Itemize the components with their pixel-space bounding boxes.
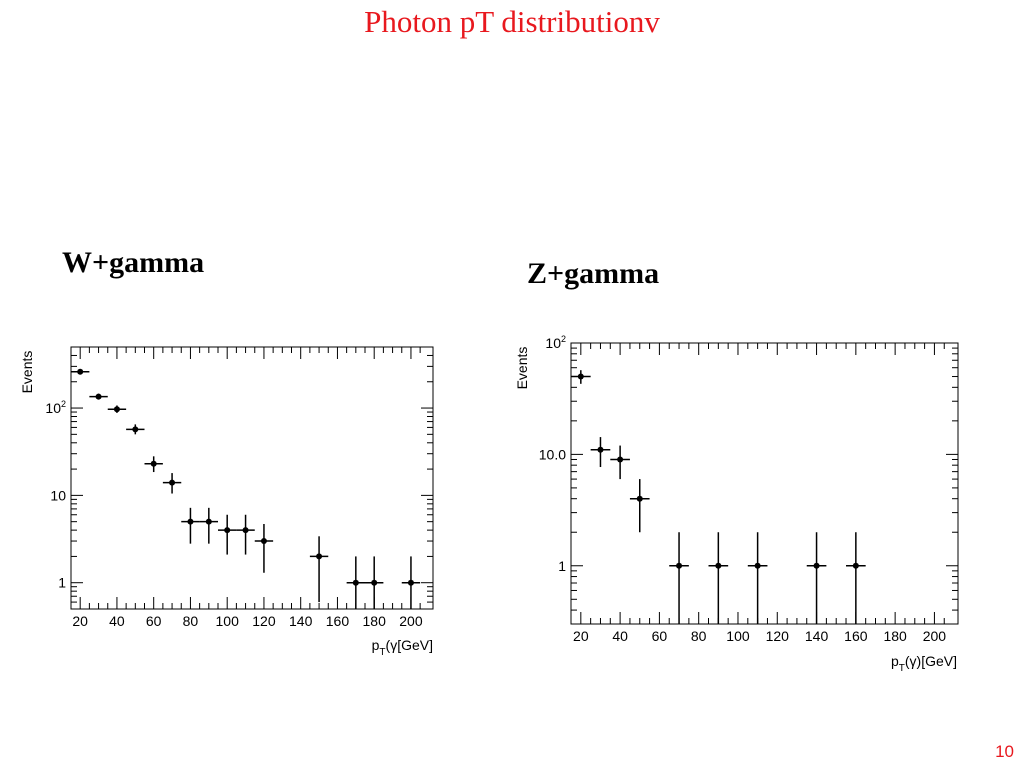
data-point — [187, 518, 194, 525]
x-tick-label: 180 — [883, 628, 907, 644]
data-point — [715, 562, 722, 569]
data-point — [205, 518, 212, 525]
data-point — [352, 579, 359, 586]
data-point — [224, 527, 231, 534]
x-tick-label: 80 — [183, 613, 199, 629]
data-point — [852, 562, 859, 569]
y-axis-label: Events — [19, 351, 35, 394]
plot-frame — [570, 342, 959, 625]
data-point — [407, 579, 414, 586]
data-point — [132, 426, 139, 433]
data-point — [754, 562, 761, 569]
y-axis-label: Events — [514, 347, 530, 390]
x-tick-label: 40 — [109, 613, 125, 629]
x-tick-label: 120 — [766, 628, 790, 644]
data-point — [597, 446, 604, 453]
plot-group: 20 40 60 80 100 120 140 160 180 200 1 10.0 102 Events… — [514, 334, 959, 674]
data-point — [95, 393, 102, 400]
x-tick-label: 140 — [805, 628, 829, 644]
data-point — [242, 527, 249, 534]
plot-frame — [70, 346, 434, 610]
x-tick-label: 20 — [72, 613, 88, 629]
x-axis-label: pT(γ[GeV] — [372, 637, 433, 658]
y-tick-label: 1 — [558, 558, 566, 574]
y-tick-label: 102 — [545, 334, 566, 351]
chart-title-w-gamma: W+gamma — [62, 246, 205, 279]
data-point — [150, 460, 157, 467]
data-point — [260, 538, 267, 545]
x-tick-label: 120 — [252, 613, 276, 629]
x-tick-label: 20 — [573, 628, 589, 644]
data-point — [113, 406, 120, 413]
data-point — [636, 495, 643, 502]
y-tick-label: 102 — [45, 399, 66, 416]
data-point — [77, 368, 84, 375]
x-tick-label: 100 — [726, 628, 750, 644]
y-tick-label: 1 — [58, 575, 66, 591]
x-tick-label: 80 — [691, 628, 707, 644]
slide-title: Photon pT distributionv — [364, 4, 660, 39]
plot-group: 20 40 60 80 100 120 140 160 180 200 1 10 102 Events pT… — [19, 346, 434, 658]
chart-title-z-gamma: Z+gamma — [527, 257, 660, 290]
x-tick-label: 40 — [612, 628, 628, 644]
x-tick-label: 60 — [146, 613, 162, 629]
x-tick-label: 180 — [363, 613, 387, 629]
x-tick-label: 200 — [399, 613, 423, 629]
y-tick-label: 10.0 — [539, 446, 566, 462]
data-point — [617, 456, 624, 463]
x-tick-label: 60 — [652, 628, 668, 644]
data-point — [316, 553, 323, 560]
data-point — [577, 373, 584, 380]
x-tick-label: 160 — [326, 613, 350, 629]
data-point — [676, 562, 683, 569]
x-tick-label: 100 — [216, 613, 240, 629]
x-axis-label: pT(γ)[GeV] — [891, 653, 957, 674]
x-tick-label: 140 — [289, 613, 313, 629]
x-tick-label: 160 — [844, 628, 868, 644]
data-point — [813, 562, 820, 569]
data-point — [371, 579, 378, 586]
page-number: 10 — [995, 742, 1014, 761]
data-point — [169, 479, 176, 486]
x-tick-label: 200 — [923, 628, 947, 644]
y-tick-label: 10 — [50, 487, 66, 503]
